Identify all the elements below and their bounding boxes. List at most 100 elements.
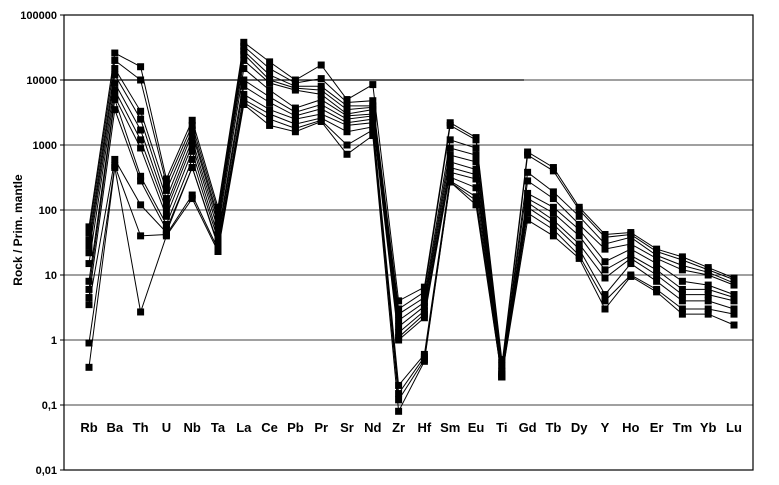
series-12 — [85, 100, 738, 415]
data-point — [420, 298, 428, 306]
data-point — [291, 108, 299, 116]
data-point — [137, 177, 145, 185]
data-point — [111, 106, 119, 114]
data-point — [575, 220, 583, 228]
data-point — [188, 130, 196, 138]
data-point — [575, 240, 583, 248]
data-point — [678, 297, 686, 305]
data-point — [266, 79, 274, 87]
data-point — [214, 232, 222, 240]
data-point — [549, 195, 557, 203]
series-7 — [85, 76, 738, 378]
data-point — [601, 274, 609, 282]
data-point — [601, 266, 609, 274]
x-tick-label: Lu — [726, 420, 742, 435]
data-point — [137, 144, 145, 152]
plot-border — [63, 14, 754, 471]
data-point — [240, 100, 248, 108]
data-point — [549, 167, 557, 175]
data-point — [395, 305, 403, 313]
series-line — [88, 93, 735, 387]
data-point — [291, 120, 299, 128]
data-point — [214, 216, 222, 224]
data-point — [214, 220, 222, 228]
data-point — [214, 226, 222, 234]
data-point — [85, 229, 93, 237]
data-point — [524, 195, 532, 203]
data-point — [627, 272, 635, 280]
x-tick-label: Ba — [106, 420, 123, 435]
data-point — [575, 232, 583, 240]
data-point — [730, 305, 738, 313]
data-point — [420, 294, 428, 302]
series-line — [88, 79, 735, 375]
data-point — [188, 147, 196, 155]
data-point — [627, 254, 635, 262]
x-tick-label: Ta — [211, 420, 226, 435]
data-point — [343, 102, 351, 110]
data-point — [472, 171, 480, 179]
series-line — [88, 85, 735, 376]
data-point — [446, 173, 454, 181]
data-point — [111, 79, 119, 87]
data-point — [214, 203, 222, 211]
data-point — [111, 96, 119, 104]
data-point — [369, 81, 377, 89]
data-point — [240, 50, 248, 58]
x-tick-label: Sm — [440, 420, 460, 435]
data-point — [369, 132, 377, 140]
y-axis-ticks: 0,01 0,1 1 10 100 1000 10000 100000 — [20, 10, 64, 477]
data-point — [317, 105, 325, 113]
data-point — [85, 363, 93, 371]
data-point — [162, 206, 170, 214]
data-point — [111, 71, 119, 79]
x-tick-label: Y — [601, 420, 610, 435]
data-point — [601, 297, 609, 305]
data-point — [85, 294, 93, 302]
x-tick-label: Ti — [496, 420, 507, 435]
data-point — [549, 188, 557, 196]
data-point — [188, 116, 196, 124]
data-point — [730, 310, 738, 318]
data-point — [343, 106, 351, 114]
x-tick-label: Tm — [673, 420, 693, 435]
data-point — [111, 155, 119, 163]
data-point — [137, 115, 145, 123]
data-point — [162, 232, 170, 240]
y-tick-label: 100 — [39, 205, 57, 217]
data-point — [704, 271, 712, 279]
data-point — [240, 38, 248, 46]
data-point — [575, 226, 583, 234]
data-point — [317, 110, 325, 118]
series-line — [88, 59, 735, 372]
data-point — [730, 297, 738, 305]
x-tick-label: Nb — [184, 420, 201, 435]
data-point — [678, 266, 686, 274]
data-point — [188, 121, 196, 129]
data-point — [730, 281, 738, 289]
data-point — [395, 329, 403, 337]
data-point — [266, 86, 274, 94]
data-point — [85, 242, 93, 250]
data-point — [678, 305, 686, 313]
data-point — [137, 308, 145, 316]
data-point — [472, 165, 480, 173]
data-point — [704, 305, 712, 313]
data-point — [472, 197, 480, 205]
y-tick-label: 100000 — [20, 10, 57, 22]
data-point — [678, 256, 686, 264]
data-point — [214, 207, 222, 215]
data-point — [472, 151, 480, 159]
data-point — [549, 209, 557, 217]
data-point — [137, 201, 145, 209]
plot-frame — [63, 14, 754, 471]
data-point — [266, 121, 274, 129]
data-point — [369, 97, 377, 105]
data-point — [162, 186, 170, 194]
data-point — [472, 175, 480, 183]
data-point — [472, 184, 480, 192]
data-point — [420, 357, 428, 365]
data-point — [524, 189, 532, 197]
data-point — [575, 254, 583, 262]
data-point — [291, 104, 299, 112]
